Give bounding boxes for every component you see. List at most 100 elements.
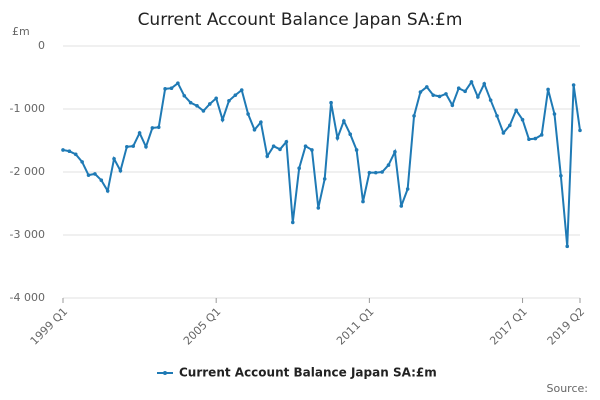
data-point (565, 244, 570, 249)
data-point (425, 85, 429, 89)
y-tick-label: -3 000 (10, 228, 45, 241)
data-line (62, 79, 581, 247)
data-point (571, 83, 576, 87)
data-point (233, 93, 238, 97)
x-tick-label: 2019 Q2 (545, 305, 588, 348)
data-point (507, 123, 512, 128)
data-point (163, 87, 167, 91)
data-point (246, 112, 250, 116)
data-point (112, 156, 116, 161)
data-point (201, 109, 206, 113)
data-point (405, 187, 410, 191)
data-point (208, 102, 212, 106)
data-point (552, 112, 557, 116)
data-point (265, 154, 270, 159)
data-point (252, 127, 257, 132)
data-point (220, 117, 225, 122)
data-point (329, 100, 333, 105)
data-point (271, 144, 276, 148)
data-point (399, 204, 404, 208)
source: Source: (547, 382, 589, 395)
data-point (86, 173, 91, 177)
data-point (546, 87, 550, 92)
data-point (482, 82, 487, 86)
data-point (380, 170, 384, 174)
y-tick-label: 0 (38, 39, 45, 52)
data-point (354, 148, 359, 152)
data-point (533, 136, 538, 141)
y-axis-label: £m (12, 25, 30, 38)
data-point (278, 147, 282, 152)
data-point (239, 88, 244, 92)
data-point (501, 131, 506, 135)
data-point (514, 108, 518, 113)
data-point (105, 189, 110, 193)
data-point (303, 144, 308, 148)
data-point (578, 128, 582, 133)
y-tick-label: -4 000 (10, 291, 45, 304)
x-tick-label: 2017 Q1 (487, 305, 530, 348)
x-tick-label: 2011 Q1 (334, 305, 377, 348)
data-point (67, 149, 72, 154)
data-point (386, 163, 391, 167)
y-tick-label: -1 000 (10, 102, 45, 115)
data-point (373, 170, 378, 175)
data-point (393, 150, 397, 154)
data-point (176, 81, 180, 85)
data-point (412, 114, 416, 118)
data-point (195, 104, 199, 108)
data-point (297, 166, 301, 171)
data-point (259, 120, 263, 125)
data-point (488, 98, 493, 102)
data-point (450, 103, 455, 108)
data-point (476, 95, 480, 99)
legend-marker (163, 371, 167, 375)
data-point (469, 80, 474, 84)
data-point (418, 90, 423, 94)
data-point (188, 100, 193, 105)
data-point (520, 117, 525, 122)
data-point (367, 170, 372, 175)
y-tick-label: -2 000 (10, 165, 45, 178)
data-point (316, 206, 321, 210)
data-point (214, 96, 218, 101)
data-point (227, 99, 231, 103)
data-point (80, 160, 84, 164)
data-point (335, 136, 340, 140)
data-point (93, 172, 97, 176)
x-tick-label: 1999 Q1 (28, 305, 71, 348)
data-point (137, 131, 142, 135)
data-point (73, 152, 78, 157)
data-point (444, 92, 448, 96)
data-point (169, 86, 174, 91)
data-point (539, 133, 544, 137)
data-point (118, 168, 123, 173)
x-tick-label: 2005 Q1 (181, 305, 224, 348)
data-point (131, 144, 136, 148)
data-point (322, 177, 327, 181)
data-point (431, 93, 435, 97)
legend-label: Current Account Balance Japan SA:£m (179, 366, 437, 380)
data-point (156, 125, 161, 130)
data-point (527, 137, 531, 142)
data-point (61, 148, 65, 152)
data-point (437, 94, 442, 99)
data-point (182, 93, 187, 98)
data-point (144, 145, 148, 149)
chart-title: Current Account Balance Japan SA:£m (138, 10, 463, 30)
data-point (456, 86, 461, 91)
data-point (99, 178, 104, 182)
data-point (463, 89, 467, 94)
data-point (342, 119, 346, 123)
data-point (361, 199, 365, 204)
data-point (290, 220, 295, 225)
data-point (310, 148, 314, 152)
data-point (150, 126, 155, 130)
data-point (559, 173, 563, 178)
data-point (348, 132, 353, 136)
data-point (284, 139, 289, 144)
data-point (125, 145, 129, 149)
data-point (495, 114, 499, 118)
